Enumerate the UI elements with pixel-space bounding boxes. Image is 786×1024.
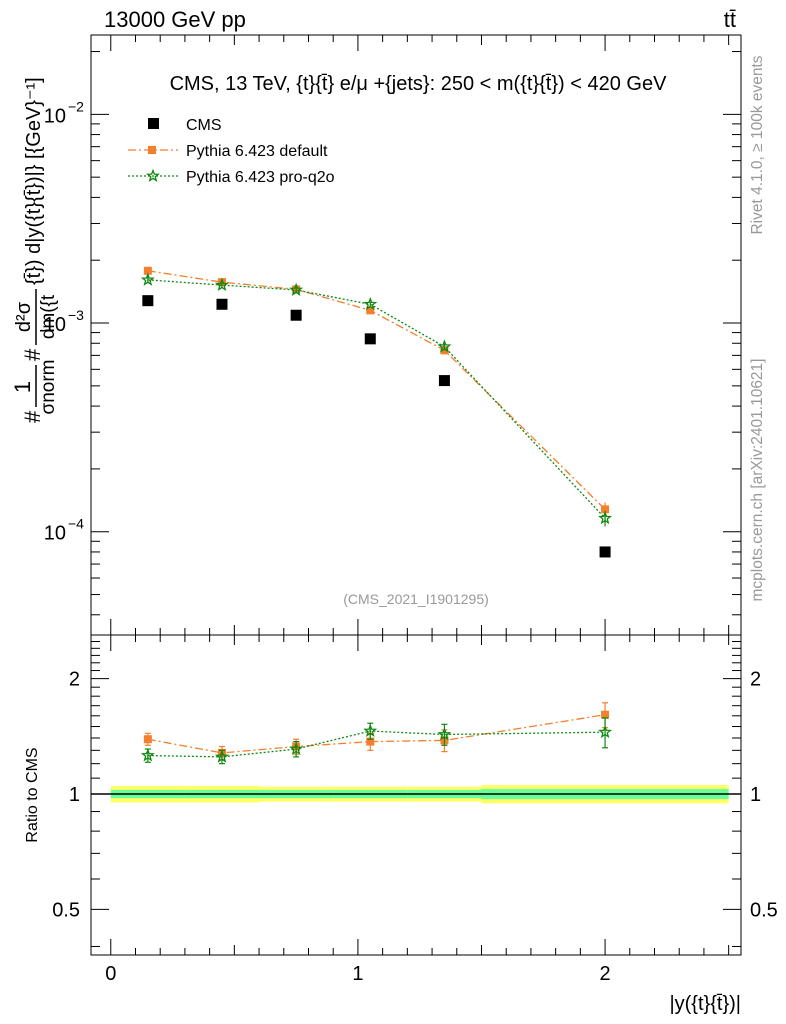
ylabel-numerator: d²σ (13, 301, 35, 332)
ratio-y-tick-label: 2 (69, 669, 80, 691)
main-pythia-pro-q2o-point (363, 296, 378, 311)
main-cms-point (142, 295, 154, 307)
legend-marker-pythia-default (148, 146, 156, 154)
ratio-y-tick-label: 1 (69, 784, 80, 806)
ratio-x-tick-label: 0 (105, 963, 116, 985)
ratio-y-axis-label: Ratio to CMS (24, 747, 41, 842)
ylabel-rest: {t̄}) d|y({t}{t̄})|} [{GeV}⁻¹] (23, 77, 45, 285)
ratio-pythia-pro-q2o-point (598, 724, 613, 739)
ratio-pythia-pro-q2o-point (140, 748, 155, 762)
main-cms-point (364, 333, 376, 345)
ratio-axis-ticks: 0 1 2 0.5 0.5 1 1 2 2 (52, 635, 778, 985)
ylabel-prefix-2: # (20, 348, 45, 361)
header-energy-label: 13000 GeV pp (104, 7, 246, 32)
main-series-line (147, 279, 606, 519)
ratio-uncertainty-band (91, 785, 741, 804)
x-axis-label: |y({t}{t̄})| (669, 993, 741, 1015)
main-y-axis-label: # 1 σnorm # d²σ dm({t {t̄}) d|y({t}{t̄})… (10, 77, 59, 423)
ylabel-one: 1 (10, 381, 35, 393)
main-y-tick-label: 10 (44, 105, 66, 127)
ratio-pythia-default-point (143, 735, 152, 744)
main-pythia-pro-q2o-point (289, 282, 304, 296)
ratio-pythia-pro-q2o-point (437, 727, 452, 741)
ratio-pythia-pro-q2o-point (214, 749, 229, 763)
main-series-line (147, 270, 606, 510)
legend-star-shape (146, 168, 160, 182)
main-pythia-pro-q2o-point (437, 339, 452, 353)
ratio-pythia-default-point (366, 737, 375, 746)
ratio-plot-frame (90, 634, 742, 956)
main-cms-point (599, 546, 611, 558)
ratio-pythia-default-point (601, 710, 610, 719)
ratio-pythia-pro-q2o-point (289, 741, 304, 756)
ratio-y-tick-label-right: 0.5 (750, 899, 778, 921)
main-pythia-default-point (601, 505, 610, 514)
legend-label-pythia-default: Pythia 6.423 default (186, 143, 328, 160)
ylabel-denominator: dm({t (38, 294, 59, 339)
legend-label-cms: CMS (186, 117, 222, 134)
analysis-id-label: (CMS_2021_I1901295) (343, 591, 489, 607)
legend-label-pythia-pro-q2o: Pythia 6.423 pro-q2o (186, 169, 335, 186)
ratio-series-line (147, 730, 606, 758)
main-cms-point (216, 298, 228, 310)
legend: CMS Pythia 6.423 default Pythia 6.423 pr… (128, 117, 335, 186)
legend-marker-cms (148, 118, 159, 129)
ylabel-sigma-norm: σnorm (38, 359, 59, 414)
main-y-tick-label-exp: −3 (68, 307, 84, 323)
ratio-series-line (147, 714, 606, 754)
ratio-data-series (140, 702, 613, 765)
ylabel-prefix: # (20, 410, 45, 423)
main-cms-point (438, 375, 450, 387)
main-pythia-pro-q2o-point (140, 272, 155, 286)
legend-marker-pythia-pro-q2o (146, 168, 160, 182)
main-y-tick-label: 10 (44, 523, 66, 545)
main-y-tick-label-exp: −2 (68, 98, 84, 114)
main-cms-point (290, 309, 302, 321)
ratio-y-tick-label: 0.5 (52, 899, 80, 921)
main-data-series (140, 266, 613, 558)
plot-title: CMS, 13 TeV, {t}{t̄} e/μ +{jets}: 250 < … (170, 73, 668, 95)
ratio-y-tick-label-right: 2 (750, 669, 761, 691)
rivet-version-label: Rivet 4.1.0, ≥ 100k events (749, 55, 766, 234)
main-pythia-pro-q2o-point (598, 510, 613, 525)
ratio-y-tick-label-right: 1 (750, 784, 761, 806)
ratio-x-tick-label: 2 (600, 963, 611, 985)
main-y-tick-label-exp: −4 (68, 516, 84, 532)
source-label: mcplots.cern.ch [arXiv:2401.10621] (749, 359, 766, 602)
main-axis-ticks: 10−410−310−2 (44, 35, 741, 635)
ratio-x-tick-label: 1 (352, 963, 363, 985)
header-process-label: tt̄ (724, 7, 736, 32)
main-pythia-default-point (366, 306, 375, 315)
main-pythia-default-point (143, 266, 152, 275)
ratio-pythia-pro-q2o-point (363, 723, 378, 737)
main-pythia-pro-q2o-point (214, 277, 229, 292)
main-y-tick-label: 10 (44, 314, 66, 336)
